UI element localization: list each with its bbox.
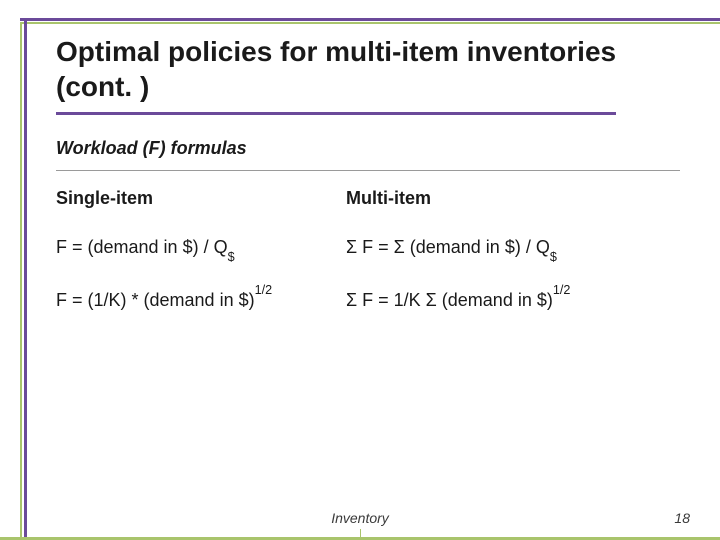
footer-label: Inventory [0,510,720,526]
top-border-purple [20,18,720,21]
top-border-green [20,22,720,24]
slide-title: Optimal policies for multi-item inventor… [56,34,680,104]
formula-multi-1: Σ F = Σ (demand in $) / Q$ [346,235,680,263]
table-header-row: Single-item Multi-item [56,186,680,211]
formula-multi-2: Σ F = 1/K Σ (demand in $)1/2 [346,287,680,313]
header-single-item: Single-item [56,186,346,211]
table-row: F = (demand in $) / Q$ Σ F = Σ (demand i… [56,235,680,263]
header-multi-item: Multi-item [346,186,680,211]
table-row: F = (1/K) * (demand in $)1/2 Σ F = 1/K Σ… [56,287,680,313]
title-underline [56,112,616,115]
section-divider [56,170,680,171]
formula-single-1: F = (demand in $) / Q$ [56,235,346,263]
left-border-green [20,22,22,537]
left-border-purple [24,18,27,537]
formula-single-2: F = (1/K) * (demand in $)1/2 [56,287,346,313]
page-number: 18 [674,510,690,526]
formula-table: Single-item Multi-item F = (demand in $)… [56,186,680,338]
slide: Optimal policies for multi-item inventor… [0,0,720,540]
slide-subtitle: Workload (F) formulas [56,138,247,159]
footer-tick [360,529,361,537]
